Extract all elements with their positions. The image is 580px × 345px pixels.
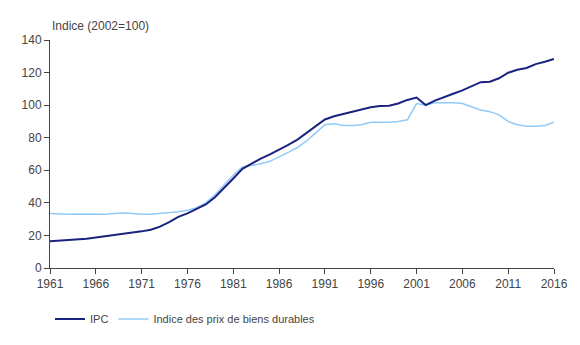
svg-text:Indice des prix de biens durab: Indice des prix de biens durables bbox=[153, 313, 314, 325]
svg-text:1976: 1976 bbox=[174, 277, 201, 291]
svg-text:1971: 1971 bbox=[128, 277, 155, 291]
svg-text:2006: 2006 bbox=[449, 277, 476, 291]
svg-text:140: 140 bbox=[22, 33, 42, 47]
svg-text:2001: 2001 bbox=[403, 277, 430, 291]
svg-text:100: 100 bbox=[22, 98, 42, 112]
svg-text:1996: 1996 bbox=[357, 277, 384, 291]
svg-text:40: 40 bbox=[28, 196, 42, 210]
svg-text:20: 20 bbox=[28, 229, 42, 243]
svg-text:1961: 1961 bbox=[37, 277, 64, 291]
svg-text:1981: 1981 bbox=[220, 277, 247, 291]
svg-text:2016: 2016 bbox=[541, 277, 568, 291]
svg-text:120: 120 bbox=[22, 66, 42, 80]
svg-text:0: 0 bbox=[35, 261, 42, 275]
svg-text:1966: 1966 bbox=[82, 277, 109, 291]
svg-text:Indice (2002=100): Indice (2002=100) bbox=[52, 19, 149, 33]
svg-text:60: 60 bbox=[28, 163, 42, 177]
svg-text:IPC: IPC bbox=[90, 313, 108, 325]
svg-text:2011: 2011 bbox=[495, 277, 521, 291]
svg-text:1991: 1991 bbox=[312, 277, 339, 291]
svg-text:80: 80 bbox=[28, 131, 42, 145]
svg-text:1986: 1986 bbox=[266, 277, 293, 291]
